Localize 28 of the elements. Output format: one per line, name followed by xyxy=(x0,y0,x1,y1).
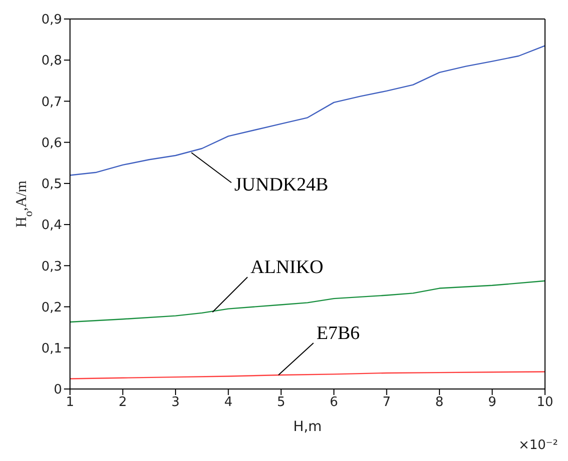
y-tick-label: 0,8 xyxy=(41,54,62,69)
line-series xyxy=(70,45,545,176)
line-series xyxy=(70,280,545,323)
text: ×10⁻² xyxy=(518,438,558,453)
x-axis-title: H,m xyxy=(293,419,322,435)
x-tick-label: 9 xyxy=(488,395,496,410)
x-tick-label: 6 xyxy=(330,395,338,410)
y-tick-label: 0,5 xyxy=(41,177,62,192)
x-tick-label: 4 xyxy=(224,395,232,410)
x-tick-label: 3 xyxy=(171,395,180,410)
annotation: ALNIKO xyxy=(250,257,324,278)
y-tick-label: 0,4 xyxy=(41,218,62,234)
x-tick-label: 2 xyxy=(118,395,127,410)
x-tick-label: 8 xyxy=(435,395,444,410)
annotation: E7B6 xyxy=(316,323,360,344)
x-tick-label: 7 xyxy=(382,395,391,410)
x-tick-label: 5 xyxy=(276,395,286,410)
x-tick-label: 1 xyxy=(66,395,74,410)
y-tick-label: 0,9 xyxy=(41,12,62,28)
y-tick-label: 0,3 xyxy=(41,259,62,274)
y-tick-label: 0,2 xyxy=(41,300,62,316)
y-tick-label: 0 xyxy=(54,382,62,398)
y-tick-label: 0,6 xyxy=(41,136,62,151)
x-tick-label: 10 xyxy=(536,395,554,410)
y-tick-label: 0,1 xyxy=(41,342,62,357)
line-series xyxy=(70,371,545,380)
y-tick-label: 0,7 xyxy=(41,94,62,110)
annotation: JUNDK24B xyxy=(234,174,328,196)
